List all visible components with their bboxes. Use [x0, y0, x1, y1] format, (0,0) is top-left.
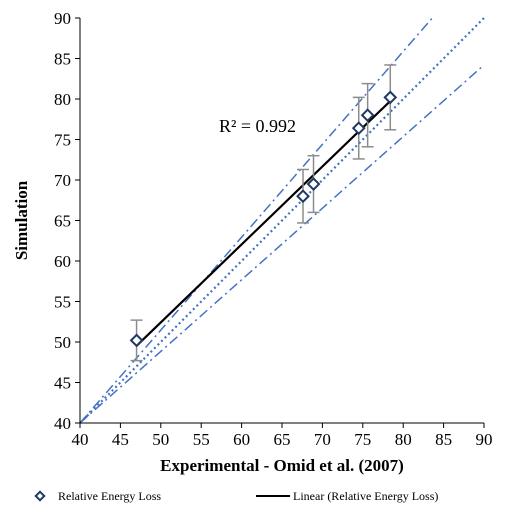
trendline: [135, 100, 392, 347]
x-tick-label-80: 80: [395, 430, 412, 449]
y-tick-label-85: 85: [54, 50, 71, 69]
reference-line-minus-10-percent: [79, 64, 485, 424]
legend-marker-diamond: [34, 490, 46, 502]
data-point-3: [306, 177, 321, 191]
x-tick-labels: 40 45 50 55 60 65 70 75 80 85 90: [72, 430, 493, 449]
x-axis-title: Experimental - Omid et al. (2007): [160, 456, 404, 475]
y-tick-label-55: 55: [54, 293, 71, 312]
data-point-4: [351, 121, 366, 136]
r-squared-annotation: R² = 0.992: [219, 116, 296, 136]
legend-label-trendline: Linear (Relative Energy Loss): [293, 489, 438, 503]
x-tick-label-40: 40: [72, 430, 89, 449]
x-tick-label-65: 65: [274, 430, 291, 449]
data-point-5: [360, 108, 375, 123]
x-tick-label-60: 60: [233, 430, 250, 449]
data-point-2: [296, 189, 310, 204]
y-tick-labels: 40 45 50 55 60 65 70 75 80 85 90: [54, 9, 71, 433]
data-points: [129, 90, 398, 348]
y-tick-label-75: 75: [54, 131, 71, 150]
data-point-6: [383, 90, 398, 105]
x-tick-label-50: 50: [152, 430, 169, 449]
y-tick-label-90: 90: [54, 9, 71, 28]
y-tick-label-70: 70: [54, 171, 71, 190]
x-tick-label-45: 45: [112, 430, 129, 449]
x-tick-label-75: 75: [354, 430, 371, 449]
y-tick-label-40: 40: [54, 414, 71, 433]
reference-line-plus-10-percent: [79, 17, 433, 424]
y-tick-label-65: 65: [54, 212, 71, 231]
y-tick-label-60: 60: [54, 252, 71, 271]
y-axis-title: Simulation: [12, 180, 31, 260]
reference-line-identity: [79, 17, 485, 424]
error-bars: [130, 64, 397, 362]
x-tick-label-90: 90: [476, 430, 493, 449]
legend-label-series: Relative Energy Loss: [58, 489, 161, 503]
trendline-group: [135, 100, 392, 347]
y-tick-label-45: 45: [54, 374, 71, 393]
x-tick-label-55: 55: [193, 430, 210, 449]
x-tick-label-85: 85: [435, 430, 452, 449]
y-tick-label-50: 50: [54, 333, 71, 352]
data-point-1: [129, 333, 144, 348]
reference-lines: [79, 17, 485, 424]
axes: [75, 17, 485, 428]
legend: Relative Energy Loss Linear (Relative En…: [34, 489, 438, 503]
y-tick-label-80: 80: [54, 90, 71, 109]
x-tick-label-70: 70: [314, 430, 331, 449]
